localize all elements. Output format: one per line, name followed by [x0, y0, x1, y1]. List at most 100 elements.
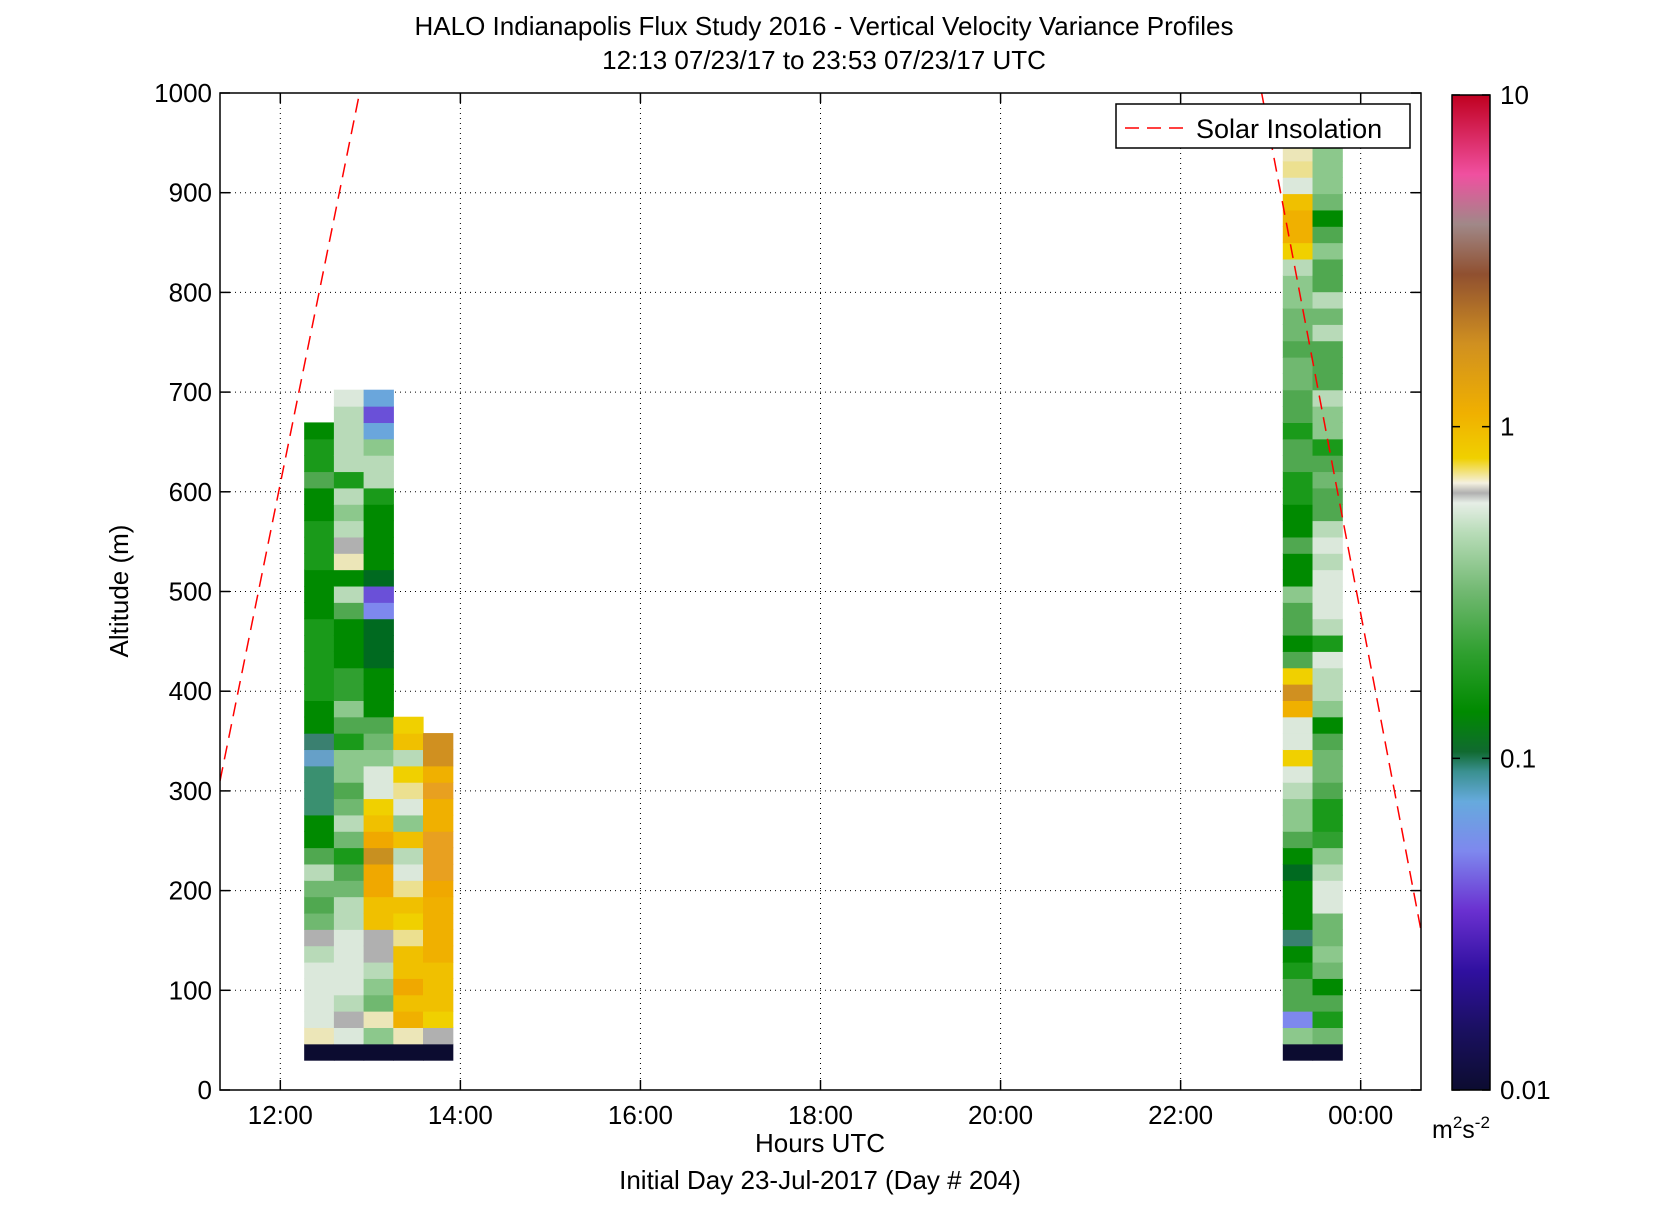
heatmap-cell: [1282, 831, 1314, 849]
heatmap-cell: [304, 1011, 335, 1028]
heatmap-cell: [333, 569, 365, 587]
heatmap-cell: [363, 1027, 394, 1045]
heatmap-cell: [333, 945, 365, 963]
heatmap-cell: [1312, 585, 1343, 603]
heatmap-cell: [1312, 357, 1343, 374]
heatmap-cell: [333, 961, 365, 979]
heatmap-cell: [1282, 291, 1314, 309]
heatmap-cell: [1312, 389, 1343, 407]
y-tick-label: 0: [198, 1075, 212, 1105]
heatmap-cell: [1312, 634, 1343, 652]
heatmap-cell: [363, 831, 394, 849]
heatmap-cell: [423, 831, 454, 849]
heatmap-cell: [1312, 798, 1343, 816]
heatmap-cell: [333, 1043, 365, 1061]
heatmap-cell: [363, 814, 394, 832]
heatmap-cell: [333, 782, 365, 800]
x-tick-label: 16:00: [608, 1100, 673, 1130]
heatmap-cell: [1312, 307, 1343, 325]
heatmap-cell: [1282, 945, 1314, 963]
heatmap-cell: [1312, 831, 1343, 849]
heatmap-cell: [333, 455, 365, 473]
heatmap-cell: [333, 733, 365, 751]
heatmap-cell: [363, 733, 394, 751]
heatmap-cell: [423, 814, 454, 832]
heatmap-cell: [393, 847, 424, 865]
x-tick-label: 14:00: [428, 1100, 493, 1130]
heatmap-cell: [363, 945, 394, 963]
heatmap-cell: [304, 651, 335, 669]
heatmap-cell: [1282, 929, 1314, 947]
heatmap-cell: [304, 471, 335, 489]
x-axis-label: Hours UTC: [755, 1128, 885, 1158]
heatmap-cell: [393, 1011, 424, 1028]
heatmap-cell: [363, 896, 394, 914]
heatmap-cell: [1282, 569, 1314, 587]
heatmap-cell: [1282, 177, 1314, 195]
heatmap-cell: [1312, 373, 1343, 391]
x-axis-ticks: 12:00 14:00 16:00 18:00 20:00 22:00 00:00: [248, 93, 1393, 1130]
heatmap-cell: [363, 765, 394, 783]
x-tick-label: 12:00: [248, 1100, 313, 1130]
heatmap-cell: [1282, 716, 1314, 734]
heatmap-cell: [393, 945, 424, 963]
heatmap-cell: [1282, 700, 1314, 718]
heatmap-cell: [1312, 782, 1343, 800]
colorbar-gradient: [1452, 95, 1490, 1090]
heatmap-cell: [304, 569, 335, 587]
heatmap-cell: [1312, 700, 1343, 718]
heatmap-cell: [333, 471, 365, 489]
heatmap-cell: [423, 978, 454, 996]
heatmap-cell: [333, 863, 365, 881]
heatmap-cell: [304, 684, 335, 701]
heatmap-cell: [423, 1027, 454, 1045]
heatmap-cell: [1312, 226, 1343, 244]
heatmap-cell: [333, 831, 365, 849]
heatmap-cell: [1282, 978, 1314, 996]
heatmap-cell: [393, 863, 424, 881]
heatmap-cell: [1282, 667, 1314, 685]
heatmap-cell: [1312, 765, 1343, 783]
heatmap-cell: [333, 978, 365, 996]
legend-label: Solar Insolation: [1196, 114, 1382, 144]
heatmap-cell: [333, 716, 365, 734]
heatmap-cell: [1312, 504, 1343, 522]
heatmap-cell: [333, 912, 365, 930]
x-tick-label: 00:00: [1328, 1100, 1393, 1130]
heatmap-cell: [1282, 438, 1314, 456]
heatmap-cell: [333, 487, 365, 505]
heatmap-cell: [333, 585, 365, 603]
colorbar-frame: [1451, 94, 1491, 1091]
heatmap-cell: [423, 782, 454, 800]
heatmap-cell: [304, 634, 335, 652]
heatmap-cell: [304, 994, 335, 1012]
heatmap-cell: [1282, 373, 1314, 391]
heatmap-cell: [333, 798, 365, 816]
heatmap-cell: [304, 667, 335, 685]
heatmap-cell: [1312, 716, 1343, 734]
heatmap-cell: [423, 1043, 454, 1061]
heatmap-cell: [1312, 1027, 1343, 1045]
y-tick-label: 800: [169, 277, 212, 307]
heatmap-cell: [304, 455, 335, 473]
heatmap-cell: [1282, 471, 1314, 489]
colorbar-tick-label: 10: [1500, 80, 1529, 110]
heatmap-cell: [1282, 634, 1314, 652]
heatmap-cell: [423, 896, 454, 914]
heatmap-cell: [1312, 684, 1343, 701]
heatmap-cell: [1282, 782, 1314, 800]
heatmap-cell: [1282, 602, 1314, 620]
heatmap-cell: [1312, 814, 1343, 832]
heatmap-cell: [363, 994, 394, 1012]
heatmap-cell: [1282, 880, 1314, 898]
heatmap-cell: [304, 733, 335, 751]
heatmap-cell: [333, 438, 365, 456]
solar-insolation-line: [220, 93, 361, 782]
heatmap-cell: [423, 749, 454, 767]
grid-lines: [220, 92, 1421, 1091]
heatmap-cell: [304, 765, 335, 783]
heatmap-cell: [363, 749, 394, 767]
heatmap-cell: [1312, 340, 1343, 358]
heatmap-cell: [363, 961, 394, 979]
